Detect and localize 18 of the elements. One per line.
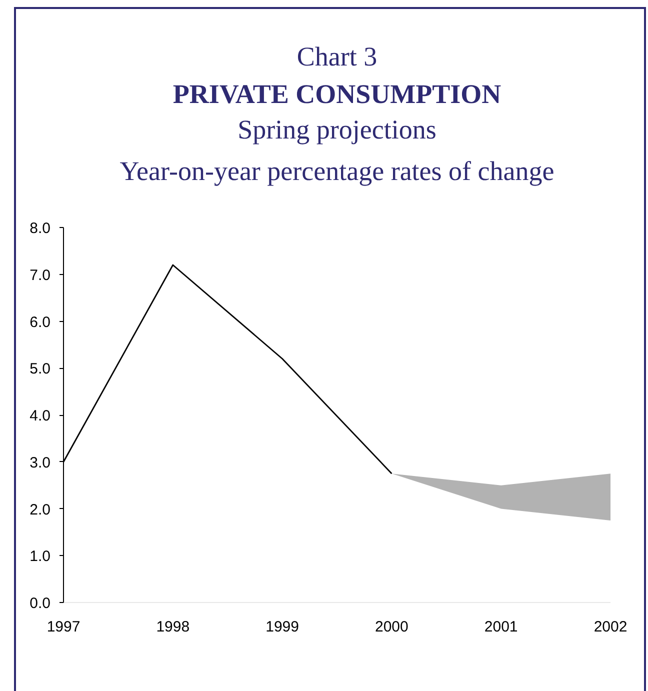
x-tick-label: 2002 [594, 618, 628, 636]
x-tick-label: 1997 [46, 618, 80, 636]
y-tick-label: 7.0 [30, 266, 51, 284]
y-tick-label: 1.0 [30, 548, 51, 566]
y-tick-label: 8.0 [30, 220, 51, 237]
x-tick-label: 2001 [484, 618, 518, 636]
y-tick-label: 6.0 [30, 314, 51, 331]
y-tick-label: 5.0 [30, 360, 51, 378]
caption: Chart 3 [296, 42, 378, 72]
y-tick-label: 3.0 [30, 454, 51, 472]
x-tick-label: 2000 [375, 618, 408, 636]
y-tick-label: 2.0 [30, 501, 51, 518]
y-tick-label: 0.0 [30, 595, 51, 612]
y-tick-label: 4.0 [30, 408, 51, 424]
chart-title: PRIVATE CONSUMPTION [172, 79, 502, 109]
x-tick-label: 1999 [266, 618, 299, 636]
x-tick-label: 1998 [156, 618, 190, 636]
chart-subtitle: Spring projections Year-on-year percentage rates of change [120, 114, 554, 186]
